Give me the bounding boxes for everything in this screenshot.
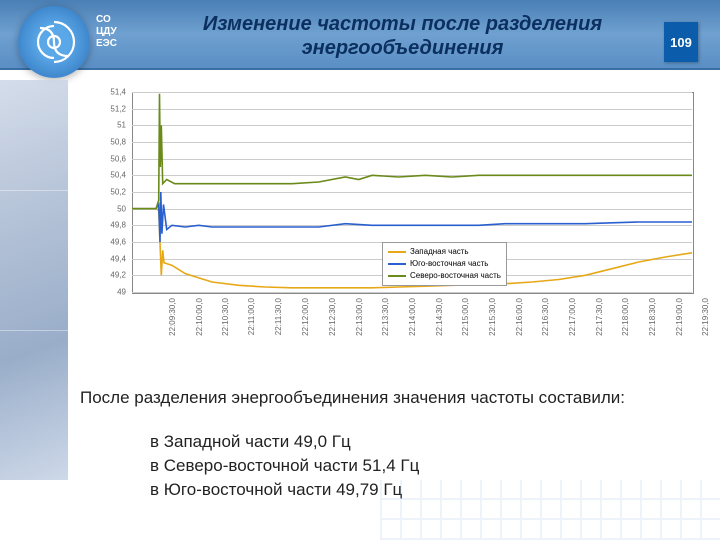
frequency-chart: 4949,249,449,649,85050,250,450,650,85151… xyxy=(80,88,700,318)
legend-item: Северо-восточная часть xyxy=(388,270,501,282)
x-tick-label: 22:17:00,0 xyxy=(568,298,577,336)
x-tick-label: 22:14:00,0 xyxy=(408,298,417,336)
page-number-badge: 109 xyxy=(664,22,698,62)
slide-title: Изменение частоты после разделения энерг… xyxy=(175,12,630,60)
x-tick-label: 22:13:30,0 xyxy=(381,298,390,336)
x-tick-label: 22:13:00,0 xyxy=(354,298,363,336)
x-tick-label: 22:11:00,0 xyxy=(247,298,256,335)
x-tick-label: 22:09:30,0 xyxy=(168,298,177,336)
x-tick-label: 22:16:30,0 xyxy=(541,298,550,336)
logo-line: ЦДУ xyxy=(96,26,117,38)
x-tick-label: 22:10:00,0 xyxy=(194,298,203,336)
x-tick-label: 22:12:30,0 xyxy=(328,298,337,336)
legend-swatch xyxy=(388,275,406,277)
legend-item: Западная часть xyxy=(388,246,501,258)
footer-decoration xyxy=(380,480,720,540)
logo-swirl-icon xyxy=(30,18,78,66)
title-line-1: Изменение частоты после разделения xyxy=(175,12,630,36)
logo-line: ЕЭС xyxy=(96,38,117,50)
chart-legend: Западная частьЮго-восточная частьСеверо-… xyxy=(382,242,507,286)
legend-swatch xyxy=(388,263,406,265)
x-tick-label: 22:16:00,0 xyxy=(514,298,523,336)
x-tick-label: 22:19:00,0 xyxy=(674,298,683,336)
x-tick-label: 22:10:30,0 xyxy=(221,298,230,336)
legend-swatch xyxy=(388,251,406,253)
logo-icon xyxy=(18,6,90,78)
x-tick-label: 22:17:30,0 xyxy=(594,298,603,336)
body-line: в Юго-восточной части 49,79 Гц xyxy=(150,480,402,500)
body-intro: После разделения энергообъединения значе… xyxy=(80,388,680,408)
x-tick-label: 22:19:30,0 xyxy=(701,298,710,336)
x-tick-label: 22:15:00,0 xyxy=(461,298,470,336)
x-tick-label: 22:12:00,0 xyxy=(301,298,310,336)
legend-item: Юго-восточная часть xyxy=(388,258,501,270)
series-line xyxy=(132,94,692,209)
x-tick-label: 22:18:30,0 xyxy=(648,298,657,336)
legend-label: Юго-восточная часть xyxy=(410,258,488,270)
series-line xyxy=(132,192,692,242)
x-tick-label: 22:18:00,0 xyxy=(621,298,630,336)
logo-line: СО xyxy=(96,14,117,26)
x-tick-label: 22:11:30,0 xyxy=(274,298,283,335)
legend-label: Западная часть xyxy=(410,246,469,258)
legend-label: Северо-восточная часть xyxy=(410,270,501,282)
slide-header: СО ЦДУ ЕЭС Изменение частоты после разде… xyxy=(0,0,720,80)
title-line-2: энергообъединения xyxy=(175,36,630,60)
body-line: в Западной части 49,0 Гц xyxy=(150,432,351,452)
x-tick-label: 22:14:30,0 xyxy=(434,298,443,336)
sidebar-decorative-image xyxy=(0,80,68,480)
body-line: в Северо-восточной части 51,4 Гц xyxy=(150,456,419,476)
x-tick-label: 22:15:30,0 xyxy=(488,298,497,336)
logo-text: СО ЦДУ ЕЭС xyxy=(96,14,117,50)
